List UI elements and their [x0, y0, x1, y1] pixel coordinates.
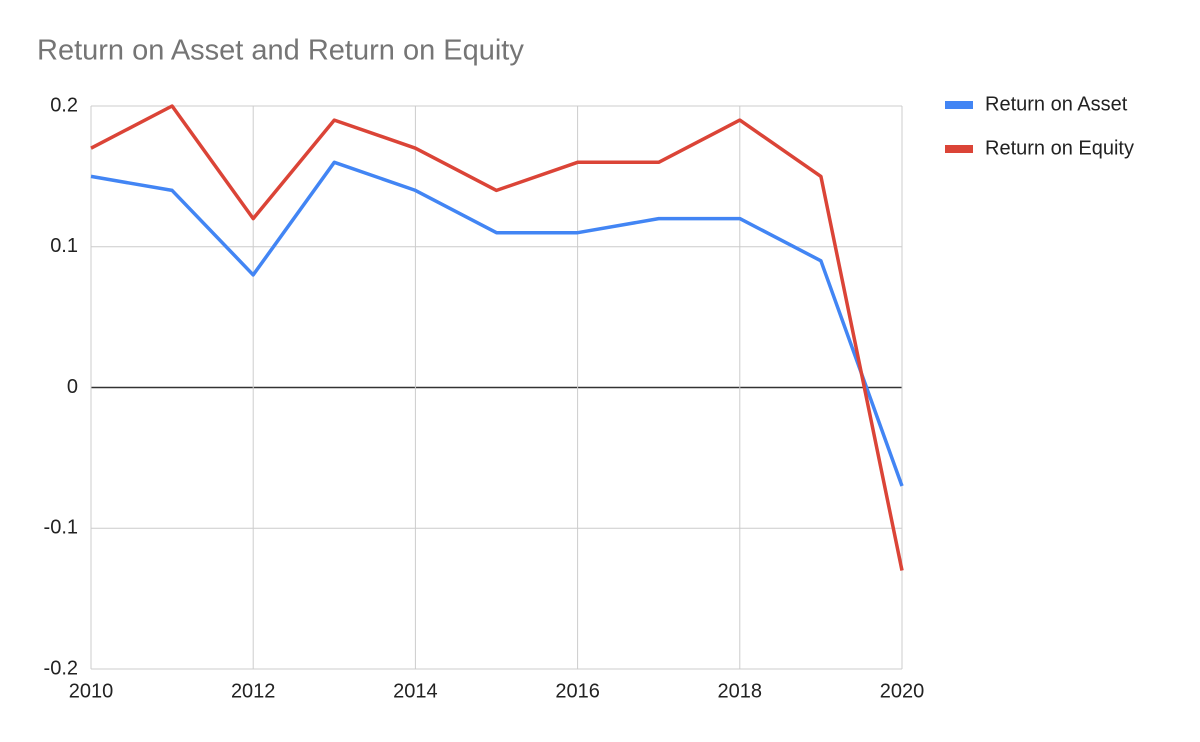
x-tick-label: 2010 [69, 680, 114, 702]
chart-title: Return on Asset and Return on Equity [37, 35, 524, 67]
legend-label: Return on Asset [985, 93, 1128, 115]
series-line [90, 160, 904, 487]
x-tick-label: 2014 [393, 680, 438, 702]
x-tick-label: 2016 [555, 680, 600, 702]
y-tick-label: -0.1 [44, 517, 78, 539]
legend-swatch [945, 101, 973, 109]
y-tick-label: -0.2 [44, 657, 78, 679]
legend-label: Return on Equity [985, 137, 1134, 159]
y-tick-label: 0.2 [50, 94, 78, 116]
x-tick-label: 2020 [880, 680, 925, 702]
x-tick-label: 2018 [718, 680, 763, 702]
x-tick-label: 2012 [231, 680, 276, 702]
legend-swatch [945, 145, 973, 153]
y-tick-label: 0.1 [50, 235, 78, 257]
series-line [90, 104, 904, 571]
y-tick-label: 0 [67, 376, 78, 398]
